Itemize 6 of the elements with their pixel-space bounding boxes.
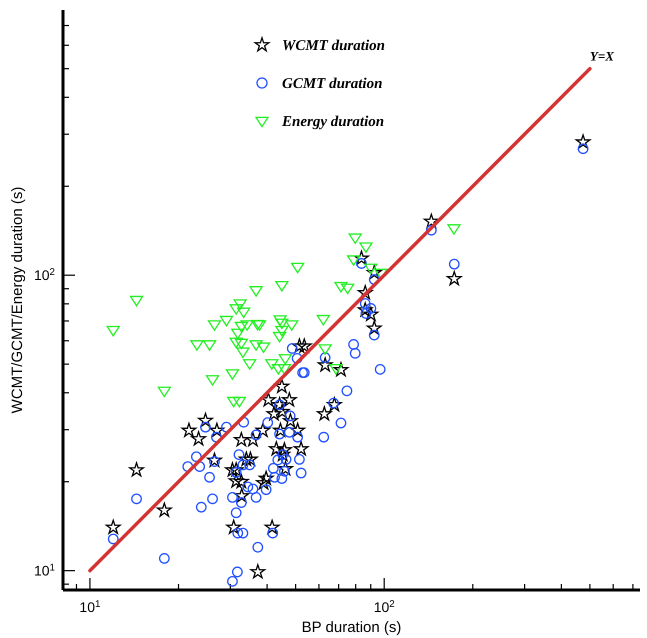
x-axis-title: BP duration (s) bbox=[302, 619, 402, 636]
legend-label: GCMT duration bbox=[282, 76, 382, 92]
legend-label: Energy duration bbox=[281, 114, 384, 130]
annotation: Y=X bbox=[590, 48, 614, 64]
y-axis-title: WCMT/GCMT/Energy duration (s) bbox=[9, 186, 26, 414]
legend-label: WCMT duration bbox=[282, 38, 385, 54]
